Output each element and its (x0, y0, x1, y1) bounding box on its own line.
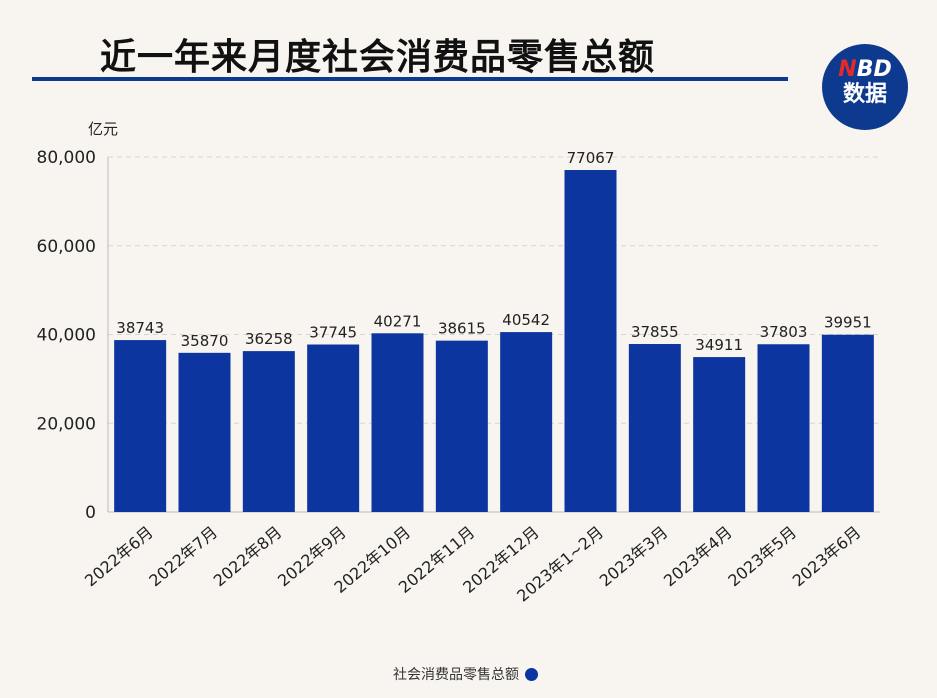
bar (178, 352, 231, 512)
x-tick-label: 2023年3月 (596, 523, 672, 591)
x-tick-label: 2022年7月 (145, 523, 221, 591)
bar (757, 344, 810, 512)
bar (500, 332, 553, 512)
bar (564, 170, 617, 512)
chart-title: 近一年来月度社会消费品零售总额 (100, 37, 656, 78)
bar (307, 344, 360, 512)
x-tick-label: 2023年5月 (724, 523, 800, 591)
data-label: 39951 (824, 314, 872, 332)
x-tick-label: 2023年6月 (789, 523, 865, 591)
data-label: 36258 (245, 330, 293, 348)
bar (693, 357, 746, 512)
y-tick-label: 0 (85, 503, 96, 523)
y-tick-label: 60,000 (37, 237, 96, 257)
data-label: 38743 (116, 319, 164, 337)
x-tick-label: 2023年4月 (660, 523, 736, 591)
x-tick-label: 2022年6月 (81, 523, 157, 591)
y-axis-unit: 亿元 (88, 120, 119, 138)
legend-swatch (525, 667, 538, 681)
data-label: 40542 (502, 311, 550, 329)
bar (114, 340, 167, 512)
y-tick-label: 20,000 (37, 414, 96, 434)
title-underline (32, 77, 788, 81)
data-label: 34911 (695, 336, 743, 354)
data-label: 38615 (438, 320, 486, 338)
nbd-logo: NBD 数据 (822, 44, 908, 130)
x-tick-label: 2022年8月 (210, 523, 286, 591)
data-label: 40271 (374, 312, 422, 330)
data-label: 77067 (567, 149, 615, 167)
data-label: 37855 (631, 323, 679, 341)
y-tick-label: 80,000 (37, 148, 96, 168)
bar (242, 351, 295, 512)
data-label: 35870 (181, 332, 229, 350)
y-tick-label: 40,000 (37, 326, 96, 346)
bar (371, 333, 424, 512)
legend-label: 社会消费品零售总额 (393, 667, 519, 683)
bar (821, 334, 874, 512)
legend: 社会消费品零售总额 (393, 664, 538, 684)
data-label: 37745 (309, 324, 357, 342)
bar (435, 340, 488, 512)
data-label: 37803 (760, 323, 808, 341)
bar (628, 344, 681, 512)
